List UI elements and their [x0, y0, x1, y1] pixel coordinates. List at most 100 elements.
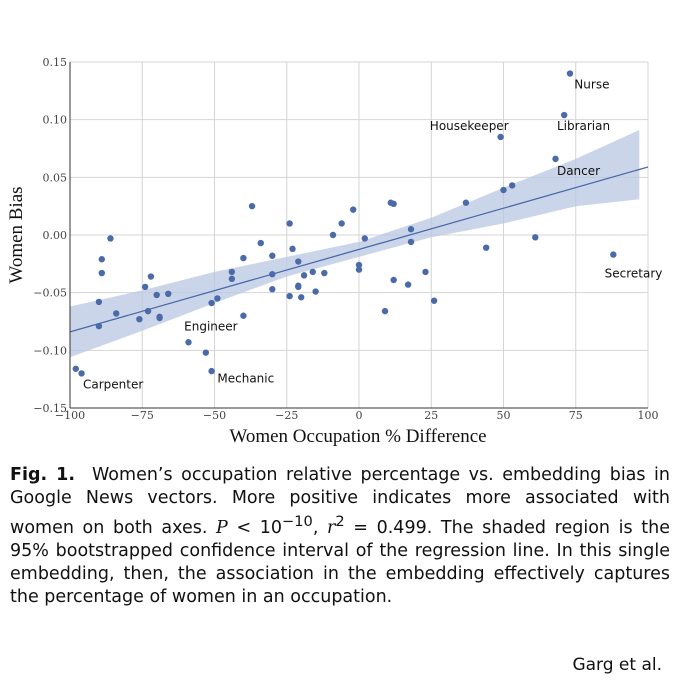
data-point [500, 186, 507, 194]
y-tick-label: −0.05 [33, 287, 67, 300]
data-point [497, 133, 504, 141]
data-points [72, 70, 617, 377]
data-point [355, 266, 363, 273]
data-point [269, 286, 276, 293]
x-tick-label: 75 [569, 409, 583, 422]
x-axis-title: Women Occupation % Difference [229, 426, 486, 447]
x-tick-label: −50 [203, 409, 226, 422]
x-tick-label: −25 [275, 409, 298, 422]
data-point [228, 275, 236, 283]
data-point [72, 365, 79, 372]
data-point [165, 290, 172, 298]
data-point [214, 295, 221, 302]
data-point [404, 281, 412, 288]
data-point [240, 254, 247, 262]
data-point [295, 282, 302, 289]
data-point [462, 199, 470, 206]
p-relation: < 10 [227, 517, 283, 538]
data-point [422, 268, 429, 276]
data-point [141, 283, 149, 291]
point-annotation: Nurse [574, 78, 609, 92]
data-point [257, 239, 264, 247]
figure-label: Fig. 1. [10, 465, 75, 485]
data-point [147, 273, 155, 280]
data-point [407, 226, 415, 233]
point-annotation: Carpenter [83, 377, 143, 391]
r-exponent: 2 [335, 513, 345, 530]
y-tick-label: −0.15 [33, 402, 67, 415]
data-point [338, 220, 345, 227]
x-tick-labels: −100 −75 −50 −25 0 25 50 75 100 [55, 409, 659, 422]
p-symbol: P [216, 517, 228, 538]
data-point [350, 206, 357, 213]
data-point [95, 322, 103, 330]
data-point [430, 297, 438, 304]
data-point [98, 256, 105, 263]
data-point [361, 235, 368, 242]
data-point [298, 294, 305, 301]
data-point [566, 70, 574, 77]
point-annotation: Engineer [184, 320, 238, 334]
point-annotations: Nurse Librarian Housekeeper Dancer Secretary… [83, 78, 662, 392]
data-point [228, 268, 236, 276]
data-point [208, 367, 215, 375]
point-annotation: Librarian [557, 119, 610, 133]
data-point [269, 252, 276, 259]
x-tick-label: −100 [55, 409, 85, 422]
data-point [387, 199, 394, 206]
y-tick-labels: −0.15 −0.10 −0.05 0.00 0.05 0.10 0.15 [33, 56, 67, 415]
data-point [610, 251, 617, 258]
x-tick-label: 25 [424, 409, 438, 422]
y-tick-label: −0.10 [33, 344, 67, 357]
data-point [289, 245, 296, 253]
x-tick-label: 100 [638, 409, 659, 422]
regression-line [69, 166, 649, 333]
data-point [482, 244, 490, 251]
data-point [532, 234, 539, 241]
data-point [508, 182, 516, 189]
data-point [153, 291, 160, 299]
data-point [269, 271, 276, 278]
data-point [240, 312, 247, 319]
scatter-chart: Nurse Librarian Housekeeper Dancer Secretary… [6, 56, 662, 447]
data-point [312, 288, 319, 295]
x-tick-label: 50 [497, 409, 511, 422]
point-annotation: Dancer [557, 164, 600, 178]
data-point [295, 258, 302, 265]
author-credit: Garg et al. [572, 655, 662, 675]
r-symbol: r [327, 517, 336, 538]
data-point [321, 269, 328, 277]
data-point [552, 155, 559, 163]
data-point [208, 299, 215, 307]
p-exponent: −10 [282, 513, 313, 530]
point-annotation: Mechanic [217, 372, 274, 386]
data-point [202, 349, 210, 356]
point-annotation: Housekeeper [430, 119, 509, 133]
data-point [560, 111, 568, 119]
data-point [144, 307, 152, 315]
caption-text-before: Women’s occupation relative percentage v… [10, 465, 670, 538]
y-tick-label: 0.10 [43, 114, 68, 127]
x-tick-label: −75 [131, 409, 154, 422]
data-point [300, 272, 308, 279]
y-tick-label: 0.15 [43, 56, 68, 69]
data-point [95, 298, 103, 306]
data-point [381, 307, 389, 315]
r-value: = 0.499. [344, 517, 433, 538]
data-point [286, 292, 293, 300]
data-point [107, 235, 114, 242]
y-tick-label: 0.05 [43, 171, 68, 184]
data-point [78, 370, 85, 377]
data-point [136, 315, 143, 323]
data-point [185, 339, 192, 346]
point-annotation: Secretary [605, 267, 663, 281]
data-point [407, 238, 415, 246]
data-point [113, 310, 120, 317]
x-tick-label: 0 [356, 409, 363, 422]
data-point [248, 202, 256, 210]
data-point [309, 268, 316, 276]
axes-frame [69, 62, 648, 409]
confidence-band [70, 130, 640, 358]
y-axis-title: Women Bias [6, 186, 27, 283]
data-point [355, 261, 363, 269]
